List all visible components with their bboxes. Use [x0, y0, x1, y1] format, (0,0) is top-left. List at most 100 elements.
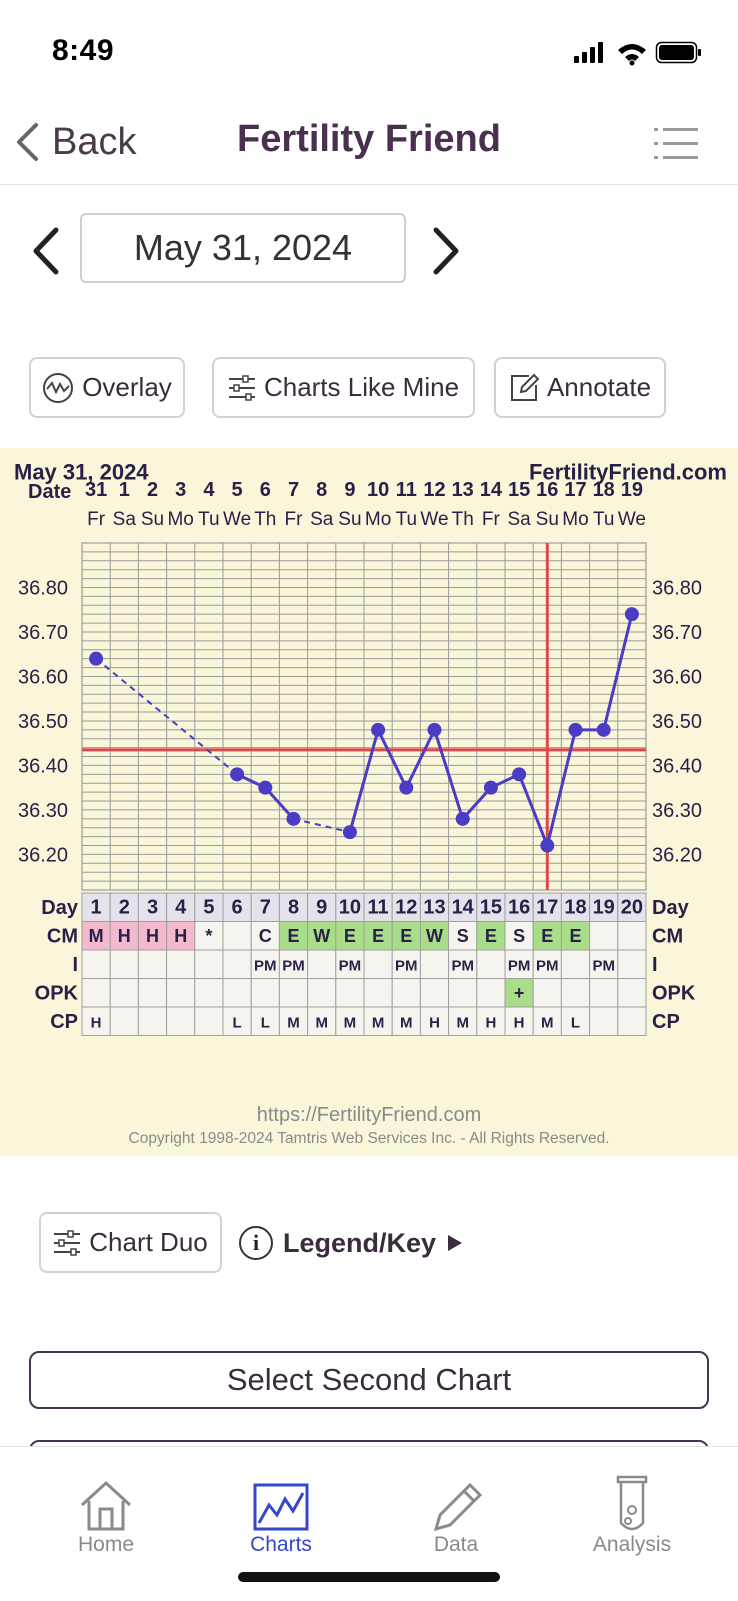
cell-I-7: PM: [254, 957, 277, 974]
cell-I-19: PM: [592, 957, 615, 974]
temp-point-day-1: [89, 651, 104, 666]
table-cell: [109, 949, 139, 979]
weekday-header-14: Fr: [482, 509, 501, 530]
date-header-12: 12: [423, 479, 445, 501]
battery-icon: [655, 41, 701, 64]
table-cell: [307, 1006, 337, 1036]
weekday-header-9: Su: [338, 509, 361, 530]
date-header-5: 5: [232, 479, 243, 501]
table-cell: [391, 978, 421, 1008]
cell-Day-19: 19: [593, 896, 615, 918]
table-cell: [476, 1006, 506, 1036]
chart-duo-button[interactable]: Chart Duo: [39, 1212, 222, 1273]
weekday-header-8: Sa: [310, 509, 334, 530]
tab-data[interactable]: Data: [364, 1447, 548, 1557]
table-cell: [194, 921, 224, 951]
annotate-button[interactable]: Annotate: [494, 357, 666, 418]
table-cell: [476, 949, 506, 979]
temp-line: [376, 729, 408, 789]
status-time: 8:49: [52, 34, 115, 67]
cell-CP-12: M: [400, 1014, 413, 1031]
edit-note-icon: [510, 373, 539, 401]
cell-CP-1: H: [91, 1014, 102, 1031]
table-cell: [137, 949, 168, 979]
cell-Day-18: 18: [564, 896, 586, 918]
weekday-header-18: Tu: [593, 509, 614, 530]
pencil-icon: [433, 1482, 483, 1532]
table-cell: [307, 921, 337, 951]
overlay-button[interactable]: Overlay: [29, 357, 185, 418]
previous-day-button[interactable]: [28, 226, 62, 276]
cell-CM-18: E: [569, 926, 581, 946]
date-header-13: 13: [452, 479, 474, 501]
y-tick-left-1: 36.70: [18, 622, 68, 644]
charts-like-mine-label: Charts Like Mine: [263, 372, 460, 402]
temp-point-day-11: [371, 722, 386, 737]
temp-point-day-13: [427, 722, 442, 737]
charts-like-mine-button[interactable]: Charts Like Mine: [212, 357, 475, 418]
y-tick-left-3: 36.50: [18, 711, 68, 733]
tab-analysis[interactable]: Analysis: [540, 1447, 724, 1557]
tab-charts[interactable]: Charts: [189, 1447, 373, 1557]
legend-key-link[interactable]: i Legend/Key: [239, 1222, 464, 1264]
cell-CP-13: H: [429, 1014, 440, 1031]
table-cell: [419, 949, 450, 979]
date-header-8: 8: [316, 479, 327, 501]
temp-point-day-19: [596, 722, 611, 737]
table-cell: [617, 949, 647, 979]
row-label-left-Day: Day: [41, 897, 79, 919]
date-header-16: 16: [536, 479, 558, 501]
date-header-15: 15: [508, 479, 530, 501]
table-cell: [81, 949, 111, 979]
next-day-button[interactable]: [430, 226, 464, 276]
table-cell: [137, 1006, 168, 1036]
cell-Day-7: 7: [260, 896, 271, 918]
weekday-header-7: Fr: [285, 509, 304, 530]
temp-line: [264, 786, 295, 820]
cell-CM-10: E: [344, 926, 356, 946]
table-cell: [307, 978, 337, 1008]
weekday-header-6: Th: [254, 509, 276, 530]
select-second-chart-button[interactable]: Select Second Chart: [29, 1351, 709, 1409]
temp-point-day-15: [483, 780, 498, 795]
table-cell: [560, 978, 591, 1008]
temp-point-day-20: [624, 607, 639, 622]
nav-divider: [0, 184, 738, 185]
table-cell: [109, 892, 139, 922]
temp-line: [517, 773, 549, 847]
date-header-6: 6: [260, 479, 271, 501]
table-cell: [448, 949, 478, 979]
cell-I-10: PM: [339, 957, 362, 974]
table-cell: [335, 949, 365, 979]
y-tick-left-0: 36.80: [18, 577, 68, 599]
weekday-header-16: Su: [536, 509, 559, 530]
table-cell: [278, 892, 309, 922]
cell-CM-7: C: [259, 926, 272, 946]
wifi-icon: [618, 44, 646, 66]
table-cell: [109, 978, 139, 1008]
date-header-19: 19: [621, 479, 643, 501]
y-tick-left-6: 36.20: [18, 844, 68, 866]
temp-point-day-12: [399, 780, 414, 795]
list-menu-icon[interactable]: [654, 126, 698, 162]
back-button[interactable]: Back: [14, 118, 136, 166]
table-cell: [532, 978, 562, 1008]
cell-CP-9: M: [315, 1014, 328, 1031]
table-cell: [589, 978, 619, 1008]
fertility-chart[interactable]: May 31, 2024 FertilityFriend.com Date 31…: [0, 448, 738, 1156]
table-cell: [391, 949, 421, 979]
table-cell: [166, 921, 196, 951]
row-label-right-CP: CP: [652, 1011, 680, 1033]
weekday-header-4: Tu: [198, 509, 219, 530]
temp-line-dashed: [95, 657, 238, 776]
weekday-header-3: Mo: [167, 509, 193, 530]
chevron-left-icon: [17, 123, 38, 161]
tab-data-label: Data: [433, 1533, 479, 1556]
tab-home[interactable]: Home: [14, 1447, 198, 1557]
table-cell: [222, 949, 252, 979]
date-header-9: 9: [344, 479, 355, 501]
cell-I-8: PM: [282, 957, 305, 974]
date-field[interactable]: May 31, 2024: [80, 213, 406, 283]
y-tick-left-5: 36.30: [18, 800, 68, 822]
table-cell: [278, 978, 309, 1008]
